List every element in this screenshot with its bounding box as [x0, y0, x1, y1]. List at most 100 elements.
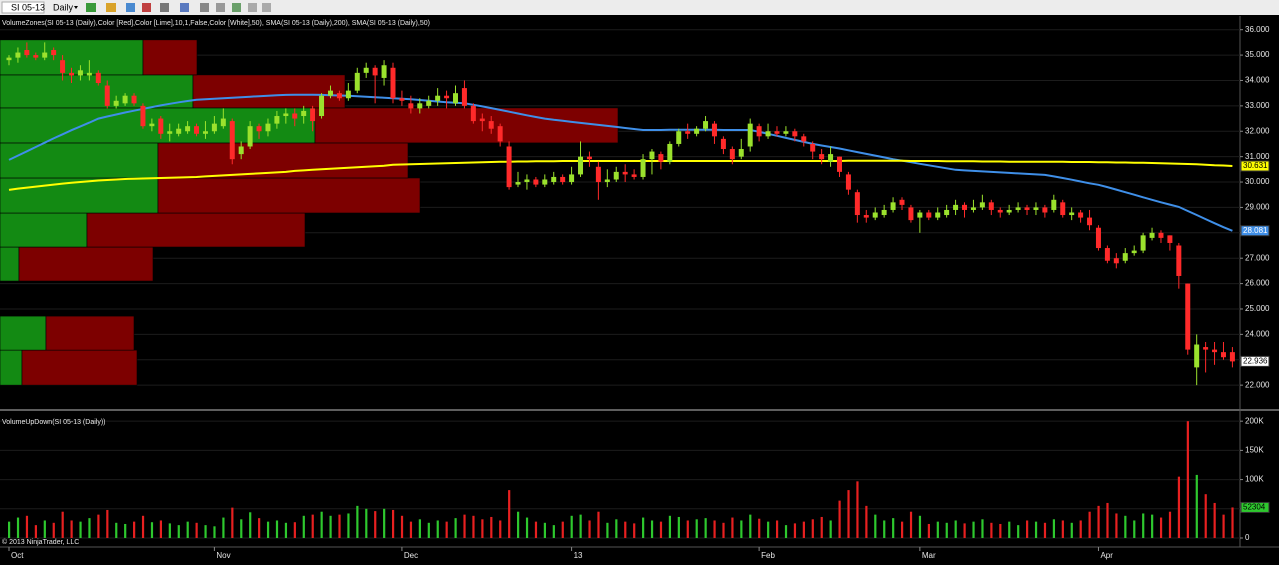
- volume-bar: [275, 520, 279, 538]
- properties-icon[interactable]: [200, 3, 209, 12]
- data-box-icon[interactable]: [248, 3, 257, 12]
- candle-body: [988, 202, 994, 210]
- volume-bar: [749, 514, 752, 538]
- volume-bar: [347, 513, 350, 538]
- volume-bar: [1061, 520, 1064, 538]
- candle-body: [926, 212, 932, 218]
- volume-bar: [61, 511, 64, 538]
- volume-bar: [472, 515, 475, 538]
- volume-bar: [1079, 520, 1082, 538]
- candle-body: [828, 154, 834, 162]
- candle-body: [506, 146, 512, 188]
- volume-bar: [811, 519, 814, 538]
- candle-body: [872, 212, 878, 218]
- last-price-label-box: [1240, 355, 1270, 367]
- bar-type-icon[interactable]: [86, 3, 96, 12]
- draw-icon[interactable]: [106, 3, 116, 12]
- volume-bar: [52, 522, 55, 538]
- volume-bar: [838, 500, 841, 538]
- volume-bar: [963, 523, 966, 538]
- candle-body: [113, 100, 119, 106]
- candle-body: [51, 50, 57, 56]
- volume-bar: [874, 514, 877, 538]
- indicator-icon[interactable]: [216, 3, 225, 12]
- volume-bar: [284, 522, 288, 538]
- cursor-icon[interactable]: [160, 3, 169, 12]
- candle-body: [997, 209, 1003, 213]
- candle-body: [953, 204, 959, 210]
- volume-bar: [525, 517, 529, 538]
- volume-bar: [481, 519, 484, 538]
- y-tick-label: 35.000: [1245, 50, 1270, 59]
- candle-body: [435, 95, 441, 101]
- volume-bar: [231, 507, 234, 538]
- period[interactable]: Daily: [53, 2, 74, 12]
- volume-bar: [579, 514, 582, 538]
- volume-bar: [534, 521, 538, 538]
- sma-value-label: 30.631: [1243, 161, 1268, 170]
- panel-title: VolumeZones(SI 05-13 (Daily),Color [Red]…: [2, 20, 430, 27]
- candle-body: [801, 136, 807, 142]
- candle-body: [265, 123, 271, 132]
- zone-up: [0, 142, 159, 179]
- volume-bar: [222, 517, 225, 538]
- y-tick-label: 200K: [1245, 416, 1264, 425]
- volume-bar: [570, 515, 573, 538]
- candle-body: [319, 95, 325, 117]
- plot: 22.00023.00024.00025.00026.00027.00028.0…: [0, 25, 1270, 560]
- strategy-icon[interactable]: [232, 3, 241, 12]
- candle-body: [1122, 253, 1128, 261]
- candle-body: [327, 90, 333, 96]
- candle-body: [24, 50, 30, 56]
- volume-bar: [1142, 513, 1145, 538]
- candle-body: [1104, 248, 1110, 261]
- candle-body: [131, 95, 137, 104]
- dropdown-arrow[interactable]: [74, 6, 78, 9]
- tool-icon[interactable]: [142, 3, 151, 12]
- volume-bar: [981, 519, 984, 538]
- candle-body: [417, 103, 423, 109]
- candle-body: [1203, 347, 1209, 350]
- candle-body: [899, 199, 905, 205]
- volume-bar: [847, 490, 850, 538]
- candle-body: [256, 126, 262, 132]
- instrument[interactable]: SI 05-13: [11, 2, 45, 12]
- volume-bar: [374, 511, 377, 538]
- candle-body: [667, 143, 673, 162]
- candle-body: [488, 121, 494, 129]
- candle-body: [292, 113, 298, 119]
- y-tick-label: 32.000: [1245, 126, 1270, 135]
- candle-body: [595, 166, 601, 183]
- volume-bar: [606, 522, 609, 538]
- toolbar: SI 05-13 Daily: [0, 0, 1279, 15]
- candle-body: [1194, 344, 1200, 368]
- volume-bar: [141, 515, 145, 538]
- volume-bar: [70, 520, 73, 538]
- volume-bar: [266, 521, 270, 538]
- candle-body: [399, 98, 405, 101]
- tool-icon[interactable]: [126, 3, 135, 12]
- candle-body: [854, 192, 860, 216]
- candle-body: [363, 67, 369, 73]
- volume-bar: [409, 521, 413, 538]
- volume-bar: [954, 520, 957, 538]
- volume-bar: [829, 520, 832, 538]
- volume-bar: [204, 525, 207, 538]
- volume-bar: [633, 523, 636, 538]
- candle-body: [211, 123, 217, 132]
- volume-bar: [820, 516, 823, 538]
- candle-body: [729, 149, 735, 160]
- zone-down: [157, 177, 421, 214]
- zone-down: [45, 315, 135, 351]
- candle-body: [1033, 207, 1039, 210]
- volume-bar: [338, 514, 341, 538]
- candle-body: [685, 131, 691, 134]
- instrument-box[interactable]: [1, 1, 45, 14]
- volume-bar: [34, 525, 37, 538]
- window-icon[interactable]: [262, 3, 271, 12]
- zoom-icon[interactable]: [180, 3, 189, 12]
- candle-body: [167, 131, 173, 134]
- candle-body: [1069, 212, 1075, 216]
- candle-body: [863, 215, 869, 218]
- volume-bar: [517, 511, 520, 538]
